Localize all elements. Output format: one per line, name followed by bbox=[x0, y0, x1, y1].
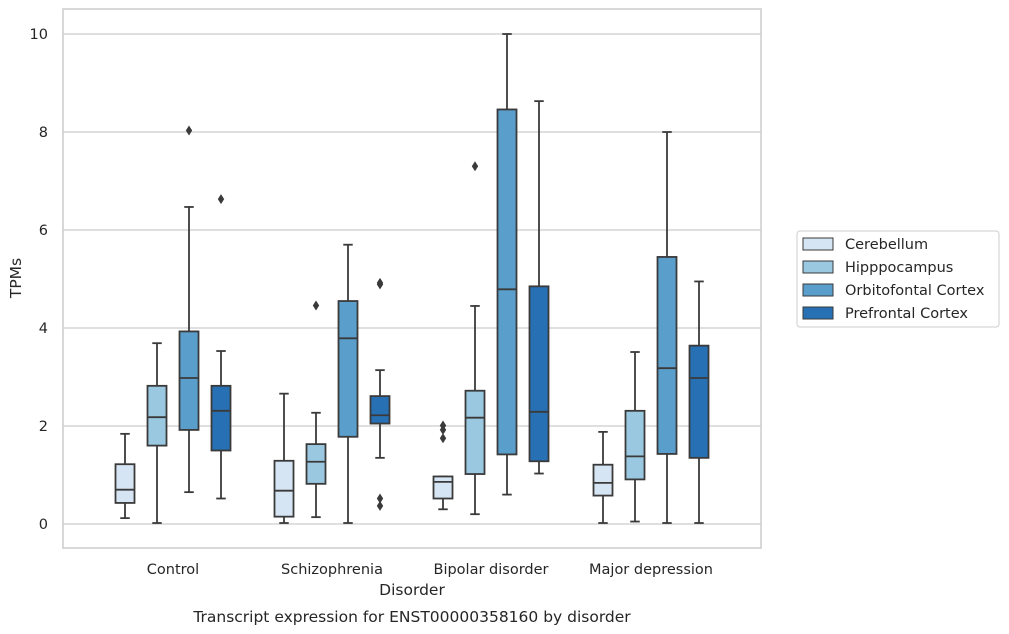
x-tick-labels: Control Schizophrenia Bipolar disorder Majo… bbox=[147, 562, 713, 578]
plot-area bbox=[63, 9, 761, 548]
box-iqr bbox=[592, 463, 614, 497]
legend-swatch bbox=[802, 237, 834, 251]
box-iqr bbox=[114, 463, 136, 504]
box-hipppocampus bbox=[146, 342, 168, 524]
box-cerebellum bbox=[273, 392, 295, 524]
legend-label: Prefrontal Cortex bbox=[845, 306, 968, 322]
box-cerebellum bbox=[432, 420, 454, 511]
box-orbitofontal-cortex bbox=[496, 33, 518, 496]
box-hipppocampus bbox=[464, 161, 486, 516]
outlier-point bbox=[376, 493, 384, 504]
box-iqr bbox=[273, 459, 295, 518]
legend-label: Hipppocampus bbox=[845, 260, 953, 276]
box-iqr bbox=[464, 389, 486, 475]
y-tick-label: 8 bbox=[39, 125, 48, 141]
legend: Cerebellum Hipppocampus Orbitofontal Corte… bbox=[796, 230, 1000, 328]
x-tick-label: Bipolar disorder bbox=[434, 562, 549, 578]
legend-swatch bbox=[802, 306, 834, 320]
outlier-point bbox=[376, 500, 384, 511]
legend-swatch bbox=[802, 283, 834, 297]
box-iqr bbox=[337, 300, 359, 438]
x-tick-label: Major depression bbox=[589, 562, 713, 578]
legend-label: Cerebellum bbox=[845, 237, 928, 253]
y-axis-label: TPMs bbox=[7, 258, 25, 299]
box-iqr bbox=[528, 285, 550, 463]
box-iqr bbox=[656, 256, 678, 455]
box-orbitofontal-cortex bbox=[178, 125, 200, 494]
boxes-layer bbox=[114, 33, 710, 524]
y-tick-label: 10 bbox=[30, 27, 48, 43]
box-iqr bbox=[432, 475, 454, 500]
outlier-point bbox=[376, 277, 384, 288]
box-prefrontal-cortex bbox=[688, 280, 710, 524]
box-prefrontal-cortex bbox=[210, 194, 232, 500]
box-prefrontal-cortex bbox=[369, 277, 391, 511]
x-tick-label: Schizophrenia bbox=[281, 562, 383, 578]
y-tick-label: 4 bbox=[39, 321, 48, 337]
legend-frame bbox=[796, 230, 1000, 328]
box-hipppocampus bbox=[305, 300, 327, 519]
outlier-point bbox=[439, 433, 447, 444]
outlier-point bbox=[312, 300, 320, 311]
chart-caption: Transcript expression for ENST0000035816… bbox=[192, 608, 631, 626]
box-iqr bbox=[369, 395, 391, 425]
box-prefrontal-cortex bbox=[528, 100, 550, 475]
legend-swatch bbox=[802, 260, 834, 274]
outlier-point bbox=[185, 125, 193, 136]
y-tick-label: 6 bbox=[39, 223, 48, 239]
box-iqr bbox=[496, 108, 518, 456]
box-iqr bbox=[624, 409, 646, 481]
plot-frame bbox=[62, 8, 762, 549]
box-iqr bbox=[178, 330, 200, 431]
x-axis-label: Disorder bbox=[379, 581, 445, 599]
box-iqr bbox=[210, 384, 232, 452]
y-tick-label: 0 bbox=[39, 517, 48, 533]
box-iqr bbox=[305, 443, 327, 485]
box-iqr bbox=[688, 344, 710, 459]
box-orbitofontal-cortex bbox=[337, 243, 359, 524]
box-orbitofontal-cortex bbox=[656, 131, 678, 524]
box-hipppocampus bbox=[624, 351, 646, 523]
y-tick-label: 2 bbox=[39, 419, 48, 435]
box-cerebellum bbox=[592, 430, 614, 524]
outlier-point bbox=[471, 161, 479, 172]
box-iqr bbox=[146, 384, 168, 447]
outlier-point bbox=[217, 194, 225, 205]
outlier-point bbox=[439, 420, 447, 431]
box-cerebellum bbox=[114, 432, 136, 520]
x-tick-label: Control bbox=[147, 562, 199, 578]
y-tick-labels: 0 2 4 6 8 10 bbox=[30, 27, 48, 533]
legend-label: Orbitofontal Cortex bbox=[845, 283, 985, 299]
